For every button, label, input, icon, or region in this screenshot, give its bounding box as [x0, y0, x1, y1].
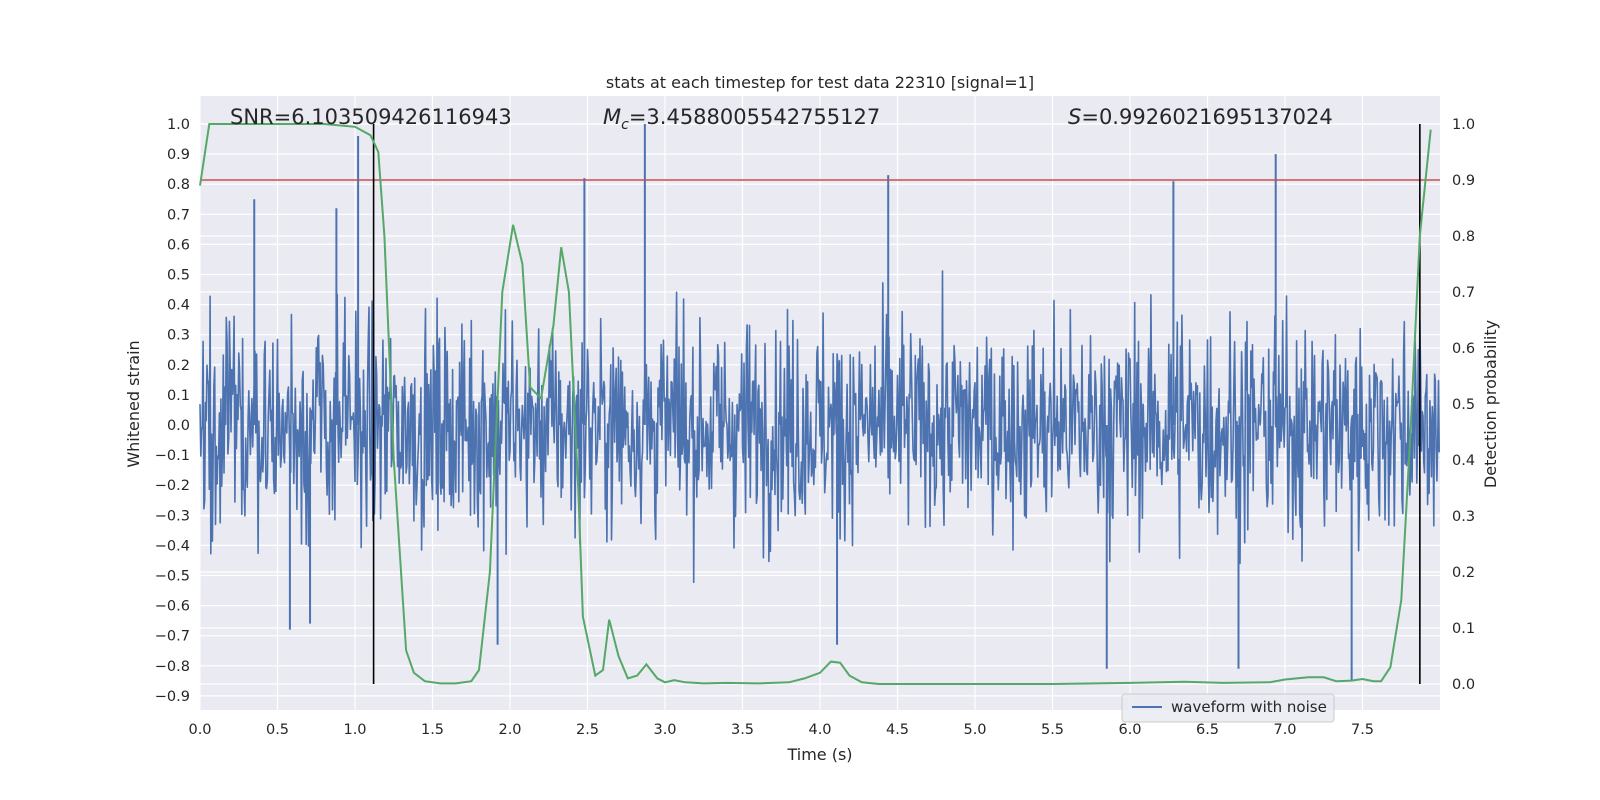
mc-subscript: c	[621, 117, 629, 133]
x-tick-label: 0.0	[188, 722, 211, 738]
y-tick-label: −0.1	[155, 448, 190, 464]
x-tick-label: 5.0	[963, 722, 986, 738]
x-axis-label: Time (s)	[786, 745, 852, 764]
s-value: =0.9926021695137024	[1081, 105, 1332, 129]
x-tick-label: 0.5	[266, 722, 289, 738]
y2-tick-label: 0.6	[1452, 341, 1475, 357]
y2-tick-label: 0.4	[1452, 453, 1475, 469]
waveform-series	[199, 124, 1440, 681]
x-tick-label: 3.0	[653, 722, 676, 738]
x-tick-label: 3.5	[731, 722, 754, 738]
s-annotation: S=0.9926021695137024	[1068, 105, 1333, 129]
y2-axis-label: Detection probability	[1481, 320, 1500, 488]
y2-tick-label: 0.8	[1452, 229, 1475, 245]
legend-box	[1121, 693, 1335, 723]
y2-tick-label: 0.7	[1452, 285, 1475, 301]
y-tick-label: 0.5	[167, 268, 190, 284]
x-tick-label: 6.5	[1196, 722, 1219, 738]
probability-line	[199, 123, 1432, 685]
x-tick-label: 2.0	[498, 722, 521, 738]
probability-series	[199, 123, 1440, 685]
y2-tick-label: 0.0	[1452, 677, 1475, 693]
s-symbol: S	[1068, 105, 1081, 129]
y-tick-label: 0.4	[167, 298, 190, 314]
y-tick-label: −0.7	[155, 629, 190, 645]
x-tick-label: 7.0	[1273, 722, 1296, 738]
y-tick-label: −0.8	[155, 659, 190, 675]
y-tick-label: −0.5	[155, 569, 190, 585]
y-tick-label: −0.3	[155, 508, 190, 524]
y-tick-label: −0.4	[155, 538, 190, 554]
y-tick-label: 0.3	[167, 328, 190, 344]
x-tick-label: 1.0	[343, 722, 366, 738]
y2-tick-label: 1.0	[1452, 117, 1475, 133]
y-tick-label: 0.0	[167, 418, 190, 434]
mc-value: =3.4588005542755127	[629, 105, 880, 129]
y-tick-label: −0.6	[155, 599, 190, 615]
legend-label: waveform with noise	[1171, 698, 1327, 716]
x-tick-label: 2.5	[576, 722, 599, 738]
y-tick-label: 0.8	[167, 177, 190, 193]
x-tick-label: 7.5	[1351, 722, 1374, 738]
mc-annotation: Mc=3.4588005542755127	[603, 105, 880, 133]
x-tick-label: 4.0	[808, 722, 831, 738]
x-tick-label: 6.0	[1118, 722, 1141, 738]
y-axis-label: Whitened strain	[124, 340, 143, 467]
y-tick-label: 0.1	[167, 388, 190, 404]
y-tick-label: 0.7	[167, 207, 190, 223]
y-tick-label: 0.2	[167, 358, 190, 374]
axes: 1.0 0.9 0.8 0.7 0.6 0.5 0.4 0.3 0.2 0.1 0.0 −0.1 −0.…	[155, 117, 1475, 738]
mc-symbol: M	[603, 105, 621, 129]
waveform-line	[199, 270, 1440, 584]
snr-annotation: SNR=6.103509426116943	[230, 105, 512, 129]
y-tick-label: 1.0	[167, 117, 190, 133]
y-tick-label: 0.6	[167, 237, 190, 253]
y-tick-label: −0.9	[155, 689, 190, 705]
x-tick-label: 4.5	[886, 722, 909, 738]
x-tick-label: 1.5	[421, 722, 444, 738]
y2-tick-label: 0.3	[1452, 509, 1475, 525]
y2-tick-label: 0.2	[1452, 565, 1475, 581]
y2-tick-label: 0.5	[1452, 397, 1475, 413]
y2-tick-label: 0.9	[1452, 173, 1475, 189]
x-tick-label: 5.5	[1041, 722, 1064, 738]
y2-tick-label: 0.1	[1452, 621, 1475, 637]
legend: waveform with noise	[1121, 693, 1335, 723]
y-tick-label: −0.2	[155, 478, 190, 494]
chart-title: stats at each timestep for test data 223…	[606, 73, 1034, 92]
y-tick-label: 0.9	[167, 147, 190, 163]
